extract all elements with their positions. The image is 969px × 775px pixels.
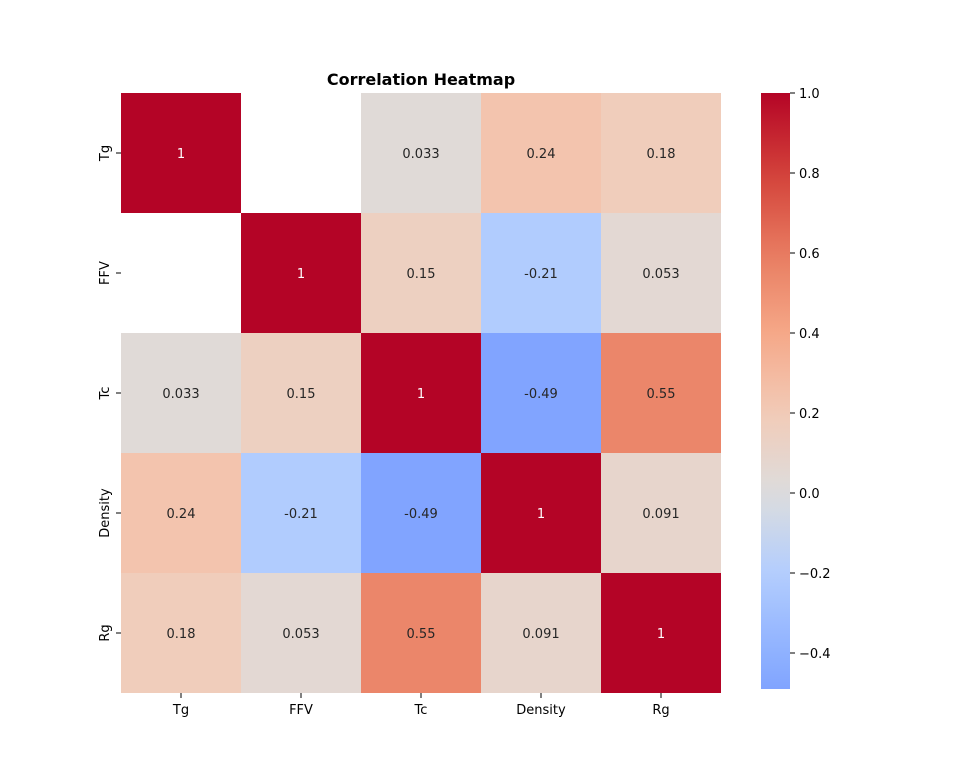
heatmap-cells: 1 0.033 0.24 0.18 1 0.15 -0.21 0.053 0.033 0.15 1 -… [121, 93, 721, 693]
x-tick-label-1: FFV [289, 703, 313, 718]
heatmap-cell-label-2-0: 0.033 [162, 387, 199, 402]
colorbar-gradient [761, 93, 790, 689]
heatmap-cell-4-4 [601, 573, 721, 693]
heatmap-cell-label-4-2: 0.55 [407, 627, 436, 642]
heatmap-cell-2-1 [241, 333, 361, 453]
heatmap-cell-label-2-4: 0.55 [647, 387, 676, 402]
heatmap-cell-1-1 [241, 213, 361, 333]
heatmap-cell-2-3 [481, 333, 601, 453]
heatmap-cell-4-2 [361, 573, 481, 693]
colorbar: 1.0 0.8 0.6 0.4 0.2 0.0 −0.2 −0.4 [761, 87, 831, 689]
heatmap-cell-label-2-1: 0.15 [287, 387, 316, 402]
y-axis: Tg FFV Tc Density Rg [98, 145, 121, 642]
heatmap-cell-3-0 [121, 453, 241, 573]
heatmap-cell-4-0 [121, 573, 241, 693]
y-tick-label-0: Tg [98, 145, 113, 162]
colorbar-tick-label-7: −0.4 [799, 647, 831, 662]
heatmap-cell-4-1 [241, 573, 361, 693]
y-tick-label-4: Rg [98, 624, 113, 641]
colorbar-tick-label-3: 0.4 [799, 327, 820, 342]
heatmap-cell-0-4 [601, 93, 721, 213]
heatmap-cell-label-4-0: 0.18 [167, 627, 196, 642]
heatmap-cell-label-4-4: 1 [657, 627, 665, 642]
heatmap-cell-label-3-3: 1 [537, 507, 545, 522]
heatmap-cell-label-2-3: -0.49 [524, 387, 558, 402]
heatmap-cell-3-4 [601, 453, 721, 573]
colorbar-tick-label-4: 0.2 [799, 407, 820, 422]
heatmap-cell-2-4 [601, 333, 721, 453]
heatmap-cell-0-0 [121, 93, 241, 213]
y-tick-label-1: FFV [98, 261, 113, 285]
x-tick-label-4: Rg [652, 703, 669, 718]
heatmap-cell-2-0 [121, 333, 241, 453]
heatmap-cell-label-0-3: 0.24 [527, 147, 556, 162]
x-axis: Tg FFV Tc Density Rg [172, 693, 670, 718]
colorbar-tick-label-0: 1.0 [799, 87, 820, 102]
heatmap-cell-label-0-2: 0.033 [402, 147, 439, 162]
heatmap-cell-label-1-3: -0.21 [524, 267, 558, 282]
heatmap-cell-label-2-2: 1 [417, 387, 425, 402]
heatmap-cell-1-2 [361, 213, 481, 333]
x-tick-label-0: Tg [172, 703, 189, 718]
heatmap-cell-label-1-2: 0.15 [407, 267, 436, 282]
heatmap-cell-label-4-3: 0.091 [522, 627, 559, 642]
heatmap-cell-label-3-4: 0.091 [642, 507, 679, 522]
colorbar-tick-label-1: 0.8 [799, 167, 820, 182]
heatmap-cell-3-3 [481, 453, 601, 573]
heatmap-cell-label-3-0: 0.24 [167, 507, 196, 522]
heatmap-cell-label-1-1: 1 [297, 267, 305, 282]
x-tick-label-2: Tc [414, 703, 428, 718]
heatmap-cell-4-3 [481, 573, 601, 693]
heatmap-cell-0-2 [361, 93, 481, 213]
heatmap-cell-3-2 [361, 453, 481, 573]
heatmap-cell-3-1 [241, 453, 361, 573]
x-tick-label-3: Density [516, 703, 566, 718]
heatmap-cell-label-0-0: 1 [177, 147, 185, 162]
heatmap-cell-1-4 [601, 213, 721, 333]
heatmap-cell-1-3 [481, 213, 601, 333]
heatmap-cell-label-1-4: 0.053 [642, 267, 679, 282]
heatmap-cell-0-3 [481, 93, 601, 213]
heatmap-cell-label-4-1: 0.053 [282, 627, 319, 642]
heatmap-cell-2-2 [361, 333, 481, 453]
chart-title: Correlation Heatmap [327, 70, 515, 89]
colorbar-tick-label-2: 0.6 [799, 247, 820, 262]
heatmap-cell-label-3-2: -0.49 [404, 507, 438, 522]
colorbar-tick-label-6: −0.2 [799, 567, 831, 582]
y-tick-label-3: Density [98, 488, 113, 538]
colorbar-tick-label-5: 0.0 [799, 487, 820, 502]
heatmap-cell-label-0-4: 0.18 [647, 147, 676, 162]
heatmap-cell-label-3-1: -0.21 [284, 507, 318, 522]
y-tick-label-2: Tc [98, 387, 113, 401]
